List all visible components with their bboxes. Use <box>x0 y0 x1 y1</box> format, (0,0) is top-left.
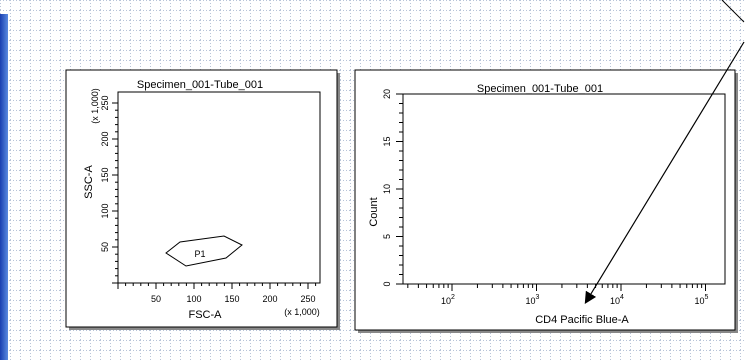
y-axis-label: SSC-A <box>83 165 95 199</box>
plot-area <box>402 93 726 285</box>
x-tick-label: 100 <box>186 294 201 304</box>
x-tick-label: 105 <box>695 294 709 306</box>
y-tick-label: 100 <box>100 203 110 218</box>
tick-base: 10 <box>441 296 451 306</box>
y-tick-label: 10 <box>382 184 392 194</box>
tick-base: 10 <box>610 296 620 306</box>
plot-area <box>117 91 321 284</box>
y-tick-label: 0 <box>382 281 392 286</box>
y-tick-label: 150 <box>100 167 110 182</box>
plot-panel-2[interactable] <box>354 69 738 333</box>
y-tick-label: 50 <box>100 242 110 252</box>
x-tick-label: 103 <box>526 294 540 306</box>
plot-panel-1[interactable] <box>65 69 340 330</box>
side-bar <box>0 14 8 360</box>
x-tick-label: 150 <box>224 294 239 304</box>
tick-exponent: 4 <box>620 294 624 301</box>
y-tick-label: 200 <box>100 131 110 146</box>
plot-title: Specimen_001-Tube_001 <box>477 83 603 95</box>
tick-exponent: 5 <box>705 294 709 301</box>
tick-exponent: 3 <box>536 294 540 301</box>
x-axis-label: CD4 Pacific Blue-A <box>535 314 629 326</box>
x-axis-label: FSC-A <box>189 309 223 321</box>
gate[interactable] <box>165 235 243 267</box>
arrow <box>584 41 745 305</box>
x-tick-label: 50 <box>151 294 161 304</box>
tick-exponent: 2 <box>451 294 455 301</box>
y-tick-label: 5 <box>382 234 392 239</box>
y-axis-label: Count <box>368 197 380 226</box>
y-tick-label: 15 <box>382 136 392 146</box>
x-tick-label: 104 <box>610 294 624 306</box>
callout-line <box>721 0 745 23</box>
x-tick-label: 250 <box>300 294 315 304</box>
y-tick-label: 20 <box>382 89 392 99</box>
gate-label: P1 <box>194 249 205 259</box>
tick-base: 10 <box>695 296 705 306</box>
x-scale: (x 1,000) <box>284 307 320 317</box>
tick-base: 10 <box>526 296 536 306</box>
plot-title: Specimen_001-Tube_001 <box>137 79 263 91</box>
y-scale: (x 1,000) <box>90 88 100 124</box>
y-tick-label: 250 <box>100 95 110 110</box>
x-tick-label: 200 <box>262 294 277 304</box>
x-tick-label: 102 <box>441 294 455 306</box>
